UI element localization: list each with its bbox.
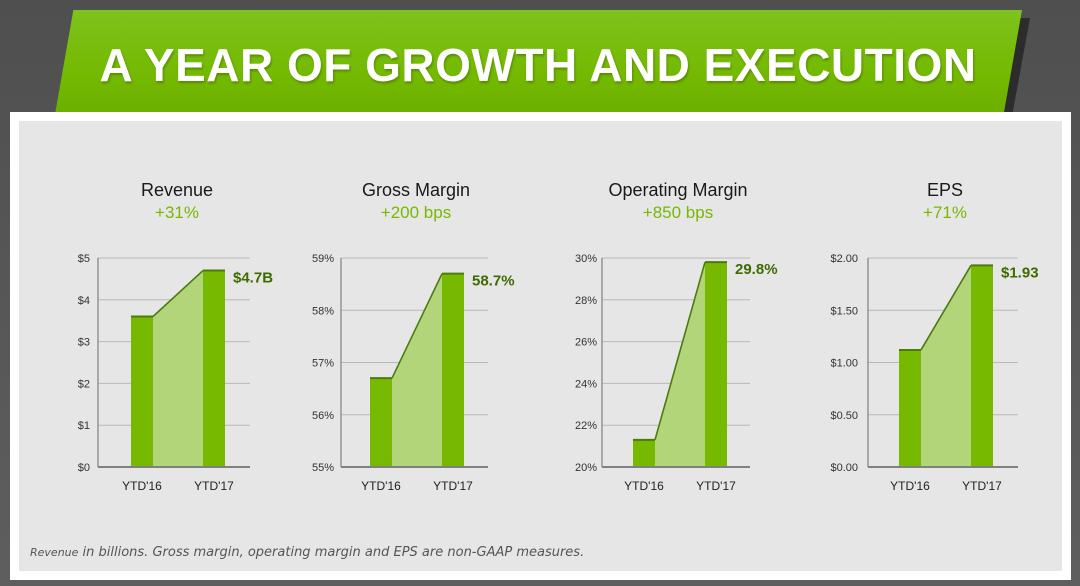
footnote: Revenue in billions. Gross margin, opera… xyxy=(30,545,584,560)
chart-title-revenue: Revenue xyxy=(140,180,214,200)
chart-title-eps: EPS xyxy=(926,180,964,200)
operating-margin-bar-ytd16 xyxy=(633,439,655,467)
gross-margin-value-label: 58.7% xyxy=(472,273,515,290)
gross-margin-ytick-label: 57% xyxy=(312,358,334,370)
gross-margin-xtick-label: YTD'17 xyxy=(433,479,473,493)
eps-bar-ytd16 xyxy=(899,349,921,467)
revenue-ytick-label: $3 xyxy=(78,337,90,349)
revenue-ytick-label: $0 xyxy=(78,462,90,474)
chart-title-gross-margin: Gross Margin xyxy=(361,180,471,200)
eps-ytick-label: $1.00 xyxy=(830,358,858,370)
gross-margin-ytick-label: 55% xyxy=(312,462,334,474)
title-banner: A YEAR OF GROWTH AND EXECUTION xyxy=(54,10,1022,120)
footnote-text: in billions. Gross margin, operating mar… xyxy=(78,545,585,560)
chart-change-revenue: +31% xyxy=(155,203,199,222)
eps-value-label: $1.93 xyxy=(1001,264,1039,281)
operating-margin-xtick-label: YTD'16 xyxy=(624,479,664,493)
revenue-growth-area xyxy=(153,270,203,467)
gross-margin-bar-ytd17 xyxy=(442,273,464,467)
gross-margin-ytick-label: 58% xyxy=(312,305,334,317)
operating-margin-growth-line xyxy=(654,261,706,441)
eps-ytick-label: $2.00 xyxy=(830,253,858,265)
chart-change-operating-margin: +850 bps xyxy=(642,203,714,222)
gross-margin-xtick-label: YTD'16 xyxy=(361,479,401,493)
operating-margin-ytick-label: 28% xyxy=(575,295,597,307)
revenue-value-label: $4.7B xyxy=(233,270,273,287)
page-title: A YEAR OF GROWTH AND EXECUTION xyxy=(99,39,977,91)
revenue-xtick-label: YTD'17 xyxy=(194,479,234,493)
footnote-lead: Revenue xyxy=(30,546,79,559)
eps-xtick-label: YTD'17 xyxy=(962,479,1002,493)
gross-margin-growth-area xyxy=(392,273,442,467)
revenue-bar-ytd17 xyxy=(203,270,225,467)
eps-ytick-label: $1.50 xyxy=(830,305,858,317)
chart-change-gross-margin: +200 bps xyxy=(380,203,452,222)
eps-ytick-label: $0.00 xyxy=(830,462,858,474)
revenue-xtick-label: YTD'16 xyxy=(122,479,162,493)
operating-margin-ytick-label: 26% xyxy=(575,337,597,349)
operating-margin-ytick-label: 24% xyxy=(575,378,597,390)
chart-change-eps: +71% xyxy=(923,203,967,222)
operating-margin-value-label: 29.8% xyxy=(735,261,778,278)
eps-ytick-label: $0.50 xyxy=(830,410,858,422)
revenue-bar-ytd16 xyxy=(131,316,153,467)
operating-margin-bar-ytd17 xyxy=(705,262,727,467)
operating-margin-xtick-label: YTD'17 xyxy=(696,479,736,493)
gross-margin-growth-line xyxy=(391,273,443,379)
eps-growth-area xyxy=(921,265,971,467)
operating-margin-ytick-label: 30% xyxy=(575,253,597,265)
eps-growth-line xyxy=(920,264,972,351)
gross-margin-ytick-label: 59% xyxy=(312,253,334,265)
revenue-ytick-label: $4 xyxy=(78,295,90,307)
operating-margin-ytick-label: 22% xyxy=(575,420,597,432)
gross-margin-ytick-label: 56% xyxy=(312,410,334,422)
revenue-ytick-label: $1 xyxy=(78,420,90,432)
gross-margin-bar-ytd16 xyxy=(370,378,392,467)
eps-bar-ytd17 xyxy=(971,265,993,467)
revenue-ytick-label: $2 xyxy=(78,378,90,390)
operating-margin-growth-area xyxy=(655,262,705,467)
operating-margin-ytick-label: 20% xyxy=(575,462,597,474)
eps-xtick-label: YTD'16 xyxy=(890,479,930,493)
revenue-ytick-label: $5 xyxy=(78,253,90,265)
chart-title-operating-margin: Operating Margin xyxy=(608,180,748,200)
revenue-growth-line xyxy=(152,269,204,318)
